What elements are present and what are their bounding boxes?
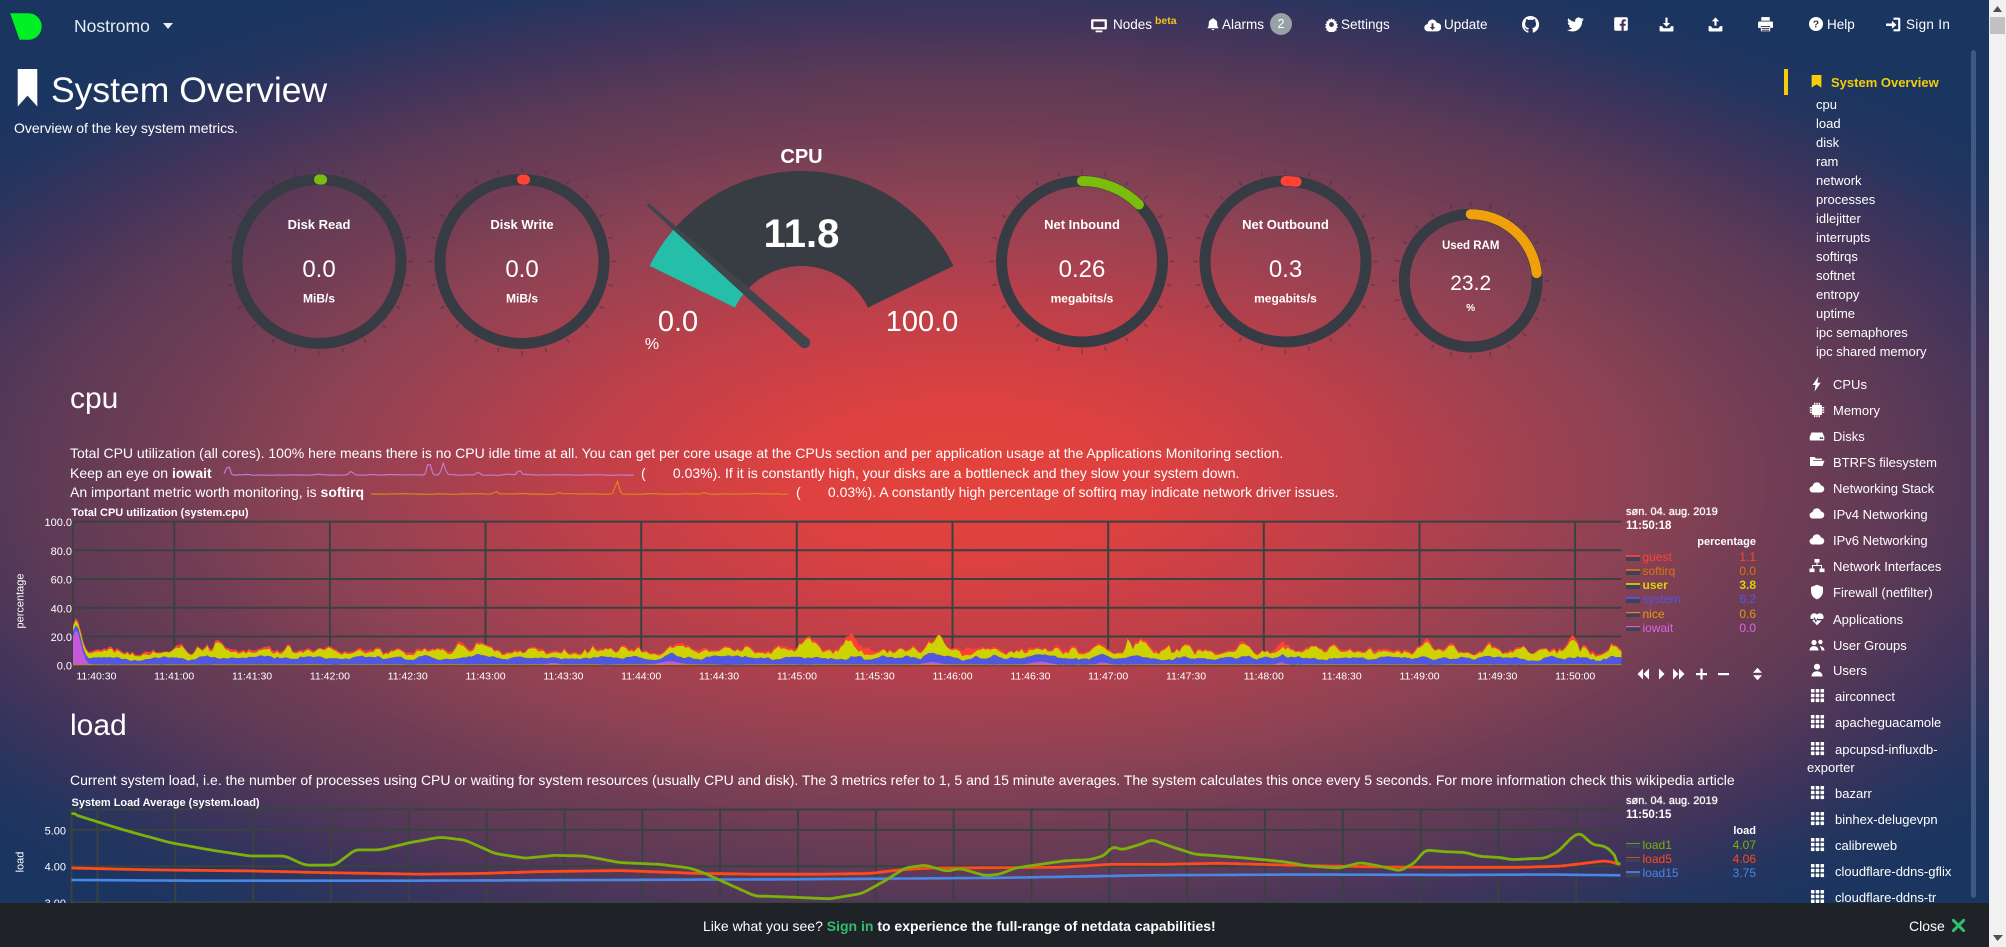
svg-text:20.0: 20.0 — [51, 632, 72, 644]
svg-text:11:49:00: 11:49:00 — [1399, 671, 1439, 683]
svg-text:Net Outbound: Net Outbound — [1242, 217, 1329, 232]
svg-text:11:41:30: 11:41:30 — [232, 671, 272, 683]
svg-text:11:43:00: 11:43:00 — [465, 671, 505, 683]
svg-text:100.0: 100.0 — [886, 306, 959, 338]
svg-text:11:47:00: 11:47:00 — [1088, 671, 1128, 683]
svg-text:40.0: 40.0 — [51, 603, 72, 615]
svg-text:Disk Write: Disk Write — [490, 217, 553, 232]
svg-text:megabits/s: megabits/s — [1254, 291, 1317, 305]
svg-text:11:46:00: 11:46:00 — [932, 671, 972, 683]
svg-text:Total CPU utilization (system.: Total CPU utilization (system.cpu) — [72, 507, 249, 519]
svg-text:11:46:30: 11:46:30 — [1010, 671, 1050, 683]
svg-text:0.0: 0.0 — [658, 306, 698, 338]
svg-text:11:42:00: 11:42:00 — [310, 671, 350, 683]
svg-text:MiB/s: MiB/s — [506, 291, 538, 305]
svg-text:23.2: 23.2 — [1450, 272, 1491, 295]
svg-text:%: % — [645, 336, 659, 353]
svg-text:megabits/s: megabits/s — [1051, 291, 1114, 305]
svg-text:Used RAM: Used RAM — [1442, 240, 1500, 252]
svg-text:11:48:00: 11:48:00 — [1244, 671, 1284, 683]
svg-text:percentage: percentage — [15, 573, 27, 628]
svg-text:11:40:30: 11:40:30 — [76, 671, 116, 683]
svg-text:CPU: CPU — [780, 146, 822, 168]
svg-text:0.3: 0.3 — [1269, 256, 1302, 283]
svg-text:System Load Average (system.lo: System Load Average (system.load) — [72, 797, 260, 809]
svg-text:11.8: 11.8 — [764, 212, 840, 256]
svg-text:MiB/s: MiB/s — [303, 291, 335, 305]
svg-text:11:44:00: 11:44:00 — [621, 671, 661, 683]
svg-text:0.0: 0.0 — [302, 256, 335, 283]
svg-text:80.0: 80.0 — [51, 546, 72, 558]
svg-text:11:45:00: 11:45:00 — [777, 671, 817, 683]
svg-text:11:42:30: 11:42:30 — [388, 671, 428, 683]
svg-text:11:48:30: 11:48:30 — [1322, 671, 1362, 683]
svg-text:11:50:00: 11:50:00 — [1555, 671, 1595, 683]
svg-text:11:47:30: 11:47:30 — [1166, 671, 1206, 683]
svg-text:Disk Read: Disk Read — [288, 217, 351, 232]
svg-text:11:41:00: 11:41:00 — [154, 671, 194, 683]
svg-text:5.00: 5.00 — [45, 825, 66, 837]
svg-text:11:45:30: 11:45:30 — [855, 671, 895, 683]
svg-text:100.0: 100.0 — [44, 517, 72, 529]
svg-text:11:44:30: 11:44:30 — [699, 671, 739, 683]
svg-text:load: load — [15, 852, 27, 873]
svg-text:11:43:30: 11:43:30 — [543, 671, 583, 683]
svg-text:11:49:30: 11:49:30 — [1477, 671, 1517, 683]
svg-text:4.00: 4.00 — [45, 862, 66, 874]
svg-text:0.0: 0.0 — [57, 661, 72, 673]
svg-text:60.0: 60.0 — [51, 575, 72, 587]
svg-text:%: % — [1466, 303, 1475, 314]
svg-text:Net Inbound: Net Inbound — [1044, 217, 1120, 232]
svg-text:?: ? — [1813, 19, 1819, 31]
svg-text:0.0: 0.0 — [505, 256, 538, 283]
svg-text:0.26: 0.26 — [1059, 256, 1106, 283]
